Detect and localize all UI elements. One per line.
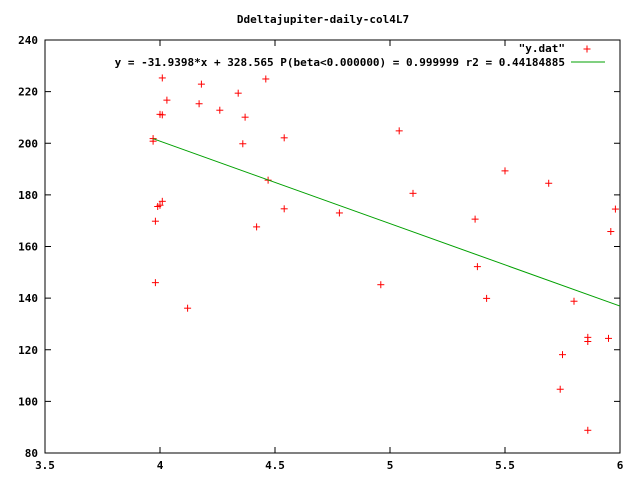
data-point <box>280 134 288 142</box>
fit-line <box>152 138 621 307</box>
data-point <box>234 89 242 97</box>
x-tick-label: 4 <box>157 459 164 472</box>
data-point <box>584 426 592 434</box>
y-tick-label: 200 <box>18 137 38 150</box>
x-tick-label: 6 <box>617 459 624 472</box>
data-point <box>195 100 203 108</box>
y-tick-label: 80 <box>25 447 38 460</box>
data-point <box>605 334 612 342</box>
y-tick-label: 220 <box>18 86 38 99</box>
x-tick-label: 5 <box>387 459 394 472</box>
data-point <box>584 333 592 341</box>
data-point <box>545 179 553 187</box>
data-point <box>151 217 159 225</box>
data-point <box>409 189 417 197</box>
data-point <box>262 75 270 83</box>
data-point <box>395 127 403 135</box>
y-tick-label: 240 <box>18 34 38 47</box>
data-point <box>473 263 481 271</box>
data-point <box>163 96 171 104</box>
data-point <box>559 351 566 359</box>
data-point <box>377 281 385 289</box>
y-tick-label: 100 <box>18 395 38 408</box>
x-tick-label: 4.5 <box>265 459 285 472</box>
data-point <box>611 205 619 213</box>
data-point <box>253 223 261 231</box>
data-point <box>158 74 166 82</box>
data-point <box>184 304 192 312</box>
y-tick-label: 140 <box>18 292 38 305</box>
data-point <box>280 205 288 213</box>
data-point <box>156 201 164 209</box>
y-tick-label: 120 <box>18 344 38 357</box>
series-layer <box>149 74 621 434</box>
data-point <box>216 106 224 114</box>
data-point <box>556 385 564 393</box>
chart-title: Ddeltajupiter-daily-col4L7 <box>237 13 409 26</box>
y-tick-label: 180 <box>18 189 38 202</box>
data-point <box>570 297 578 305</box>
legend-label-points: "y.dat" <box>519 42 565 55</box>
plot-area: 80 100 120 140 160 180 200 220 240 3.5 4 4.5 5 5.5 6 <box>18 34 624 472</box>
legend: "y.dat" y = -31.9398*x + 328.565 P(beta<… <box>115 42 605 69</box>
data-point <box>335 209 343 217</box>
y-tick-label: 160 <box>18 241 38 254</box>
data-point <box>607 228 615 236</box>
data-point <box>501 167 509 175</box>
data-point <box>158 197 166 205</box>
data-point <box>471 215 479 223</box>
data-point <box>151 279 159 287</box>
legend-label-fit-line: y = -31.9398*x + 328.565 P(beta<0.000000… <box>115 56 565 69</box>
data-point <box>241 113 249 121</box>
data-point <box>197 80 205 88</box>
data-point <box>158 111 166 119</box>
data-point <box>239 140 247 148</box>
x-tick-label: 5.5 <box>495 459 515 472</box>
x-tick-label: 3.5 <box>35 459 55 472</box>
data-point <box>483 294 491 302</box>
